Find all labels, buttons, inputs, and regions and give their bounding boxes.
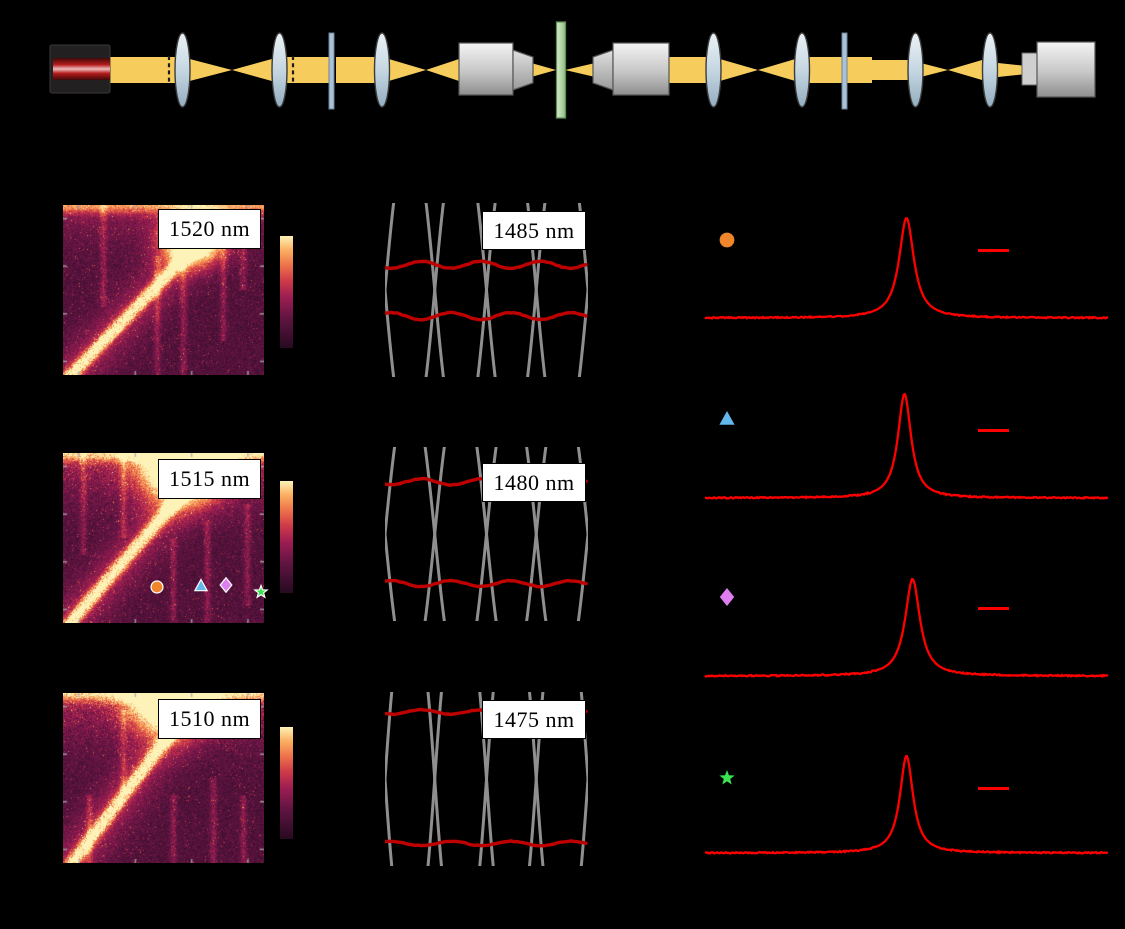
filter-plate-2 — [841, 32, 848, 110]
heatmap-panel-3: 1510 nm — [63, 693, 293, 863]
spectrum-panel-3 — [700, 558, 1110, 698]
lens-7 — [981, 32, 999, 108]
spectrum-plot — [704, 217, 1109, 320]
laser — [49, 44, 111, 94]
wavelength-label-box: 1485 nm — [482, 211, 586, 250]
lens-3 — [373, 32, 391, 108]
spectrum-marker-star — [719, 770, 735, 785]
legend-line — [978, 787, 1009, 790]
legend-line — [978, 249, 1009, 252]
objective-left — [458, 42, 534, 96]
lens-2 — [271, 32, 288, 108]
wavelength-label: 1515 nm — [168, 466, 251, 491]
spectrum-plot — [705, 392, 1109, 500]
heatmap-marker-star — [253, 583, 269, 599]
wavelength-label: 1520 nm — [168, 216, 251, 241]
camera-body — [1036, 41, 1096, 98]
lens-5 — [793, 32, 811, 108]
laser-emission-stripe — [53, 58, 110, 80]
spectrum-marker-circle — [719, 232, 735, 248]
heatmap-marker-triangle — [193, 578, 208, 592]
spectrum-panel-1 — [700, 200, 1110, 340]
spectrum-marker-diamond — [719, 588, 735, 606]
sample-slab — [555, 21, 567, 119]
legend-line — [978, 429, 1009, 432]
lens-6 — [907, 32, 924, 108]
spectrum-marker-triangle — [719, 411, 735, 425]
band-structure-plot — [385, 203, 588, 377]
heatmap-panel-1: 1520 nm — [63, 205, 293, 375]
intensity-colorbar — [280, 727, 293, 839]
wavelength-label-box: 1475 nm — [482, 700, 586, 739]
band-structure-plot — [385, 692, 588, 866]
objective-right-nose — [592, 49, 614, 91]
band-panel-3: 1475 nm — [385, 692, 588, 866]
wavelength-label: 1480 nm — [493, 469, 575, 495]
camera — [1021, 41, 1096, 98]
wavelength-label-box: 1480 nm — [482, 463, 586, 502]
band-panel-2: 1480 nm — [385, 447, 588, 621]
spectrum-plot — [704, 755, 1109, 855]
lens-1 — [174, 32, 191, 108]
lens-4 — [705, 32, 722, 108]
heatmap-marker-circle — [150, 580, 165, 594]
intensity-colorbar — [280, 481, 293, 593]
wavelength-label: 1475 nm — [493, 706, 575, 732]
objective-right — [592, 42, 670, 96]
spectrum-plot — [704, 577, 1109, 679]
legend-line — [978, 607, 1009, 610]
optical-setup-diagram — [49, 21, 1096, 119]
heatmap-marker-diamond — [219, 576, 233, 593]
wavelength-label: 1485 nm — [493, 217, 575, 243]
band-panel-1: 1485 nm — [385, 203, 588, 377]
objective-left-nose — [512, 49, 534, 91]
spectrum-panel-4 — [700, 735, 1110, 875]
heatmap-panel-2: 1515 nm — [63, 453, 293, 623]
wavelength-label-box: 1510 nm — [158, 699, 261, 739]
spectrum-panel-2 — [700, 380, 1110, 520]
camera-coupler — [1021, 52, 1038, 86]
intensity-colorbar — [280, 236, 293, 348]
wavelength-label: 1510 nm — [168, 706, 251, 731]
wavelength-label-box: 1515 nm — [158, 459, 261, 499]
wavelength-label-box: 1520 nm — [158, 209, 261, 249]
filter-plate-1 — [328, 32, 335, 110]
